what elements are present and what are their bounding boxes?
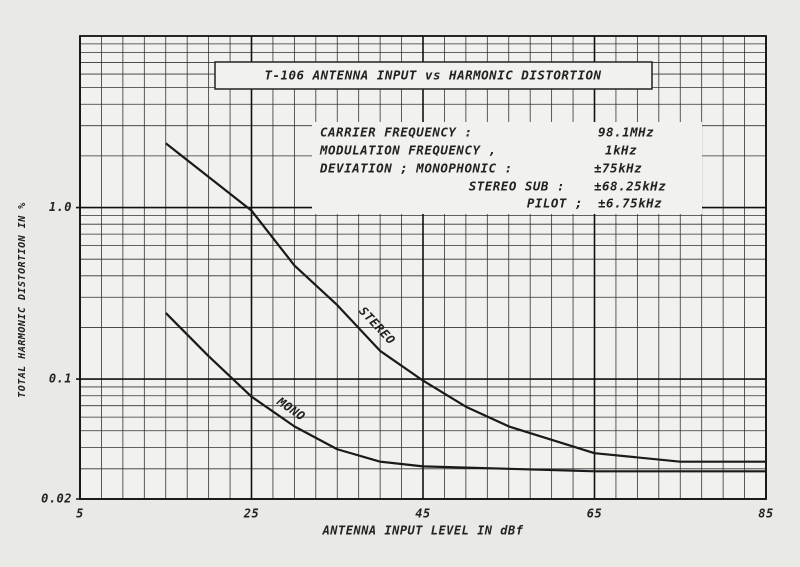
annotation: 1kHz [605,143,637,158]
annotation: CARRIER FREQUENCY : [320,125,473,140]
annotation: MODULATION FREQUENCY , [319,143,497,158]
annotation: DEVIATION ; MONOPHONIC : [319,161,513,176]
x-tick-label: 65 [587,507,602,521]
chart-title: T-106 ANTENNA INPUT vs HARMONIC DISTORTI… [264,68,601,83]
annotation: PILOT ; [527,196,583,211]
parameter-box [312,122,702,214]
x-axis-label: ANTENNA INPUT LEVEL IN dBf [322,524,524,538]
title-box [214,61,653,90]
y-tick-label: 0.02 [41,492,72,506]
x-tick-label: 45 [415,507,430,521]
x-tick-label: 85 [758,507,773,521]
plot-frame [79,35,767,500]
annotation: 98.1MHz [598,125,654,140]
annotation: ±6.75kHz [598,196,662,211]
grid [76,36,767,500]
annotation: STEREO SUB : [469,179,565,194]
x-tick-label: 25 [243,507,259,521]
y-tick-label: 0.1 [49,372,72,386]
line [165,142,766,463]
annotation: ±68.25kHz [594,179,666,194]
annotation: ±75kHz [594,161,642,176]
line [164,312,766,473]
y-tick-label: 1.0 [49,200,72,214]
x-tick-label: 5 [76,507,84,521]
y-axis-label: TOTAL HARMONIC DISTORTION IN % [17,202,28,398]
